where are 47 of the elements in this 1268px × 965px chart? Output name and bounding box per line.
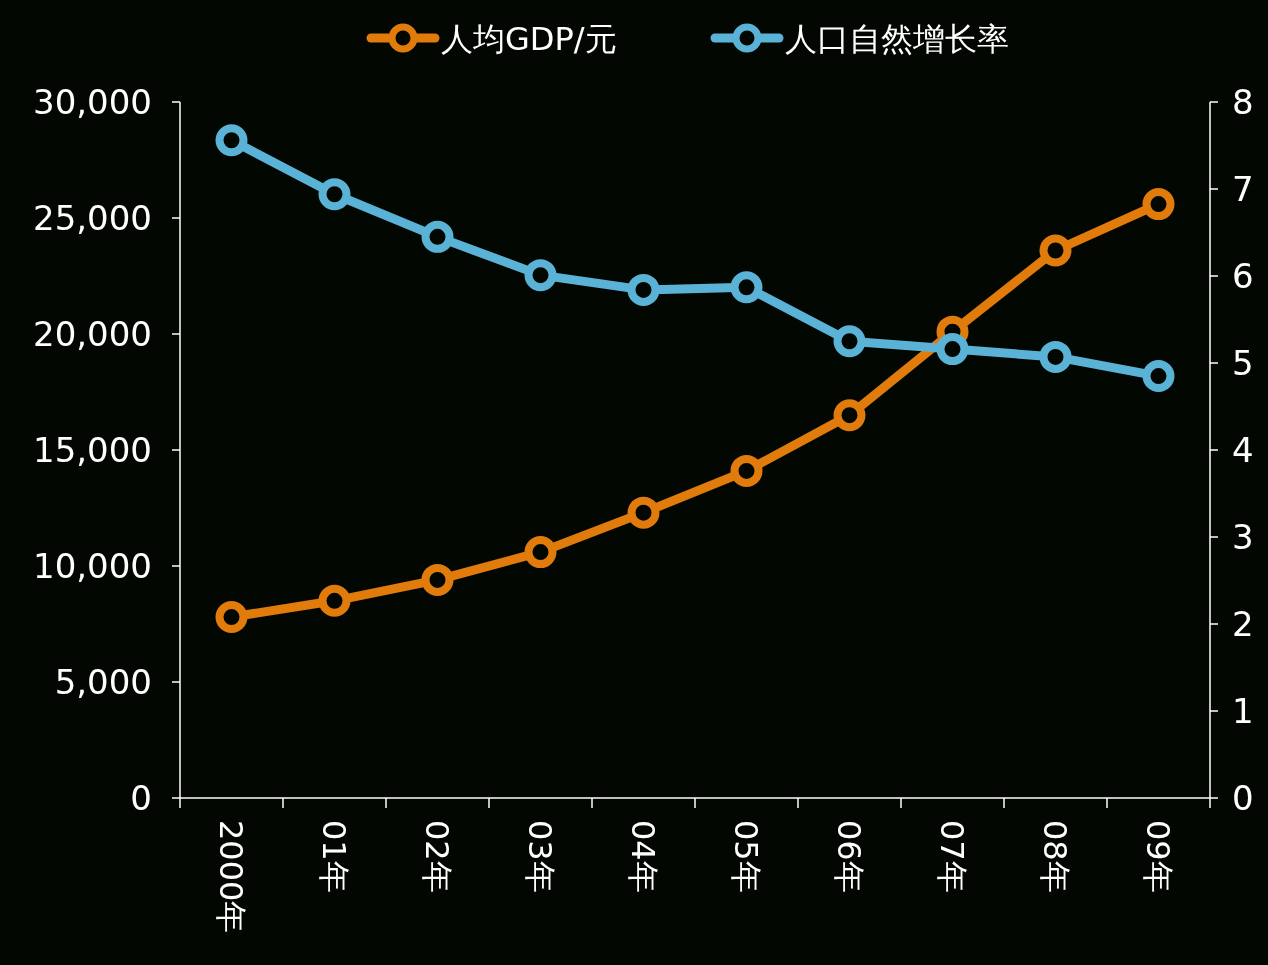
x-tick-label: 05年 <box>726 820 765 893</box>
point <box>1142 188 1175 221</box>
x-tick-label: 02年 <box>417 820 456 893</box>
x-tick-label: 09年 <box>1138 820 1177 893</box>
y-tick-label: 15,000 <box>33 430 152 470</box>
y-tick-label: 20,000 <box>33 314 152 354</box>
x-tick-label: 04年 <box>623 820 662 893</box>
point <box>524 259 557 292</box>
point <box>1039 234 1072 267</box>
x-tick-label: 06年 <box>829 820 868 893</box>
y2-tick-label: 4 <box>1232 430 1254 470</box>
legend-label: 人均GDP/元 <box>441 20 617 58</box>
x-tick-label: 08年 <box>1035 820 1074 893</box>
legend-label: 人口自然增长率 <box>785 20 1009 58</box>
point <box>833 399 866 432</box>
point <box>215 601 248 634</box>
y2-tick-label: 0 <box>1232 778 1254 818</box>
y2-tick-label: 1 <box>1232 691 1254 731</box>
point <box>318 584 351 617</box>
point <box>318 178 351 211</box>
point <box>1039 340 1072 373</box>
y-tick-label: 25,000 <box>33 198 152 238</box>
x-tick-label: 01年 <box>314 820 353 893</box>
y2-tick-label: 5 <box>1232 343 1254 383</box>
point <box>1142 360 1175 393</box>
point <box>936 333 969 366</box>
y2-tick-label: 7 <box>1232 169 1254 209</box>
point <box>730 454 763 487</box>
x-tick-label: 03年 <box>520 820 559 893</box>
y2-tick-label: 8 <box>1232 82 1254 122</box>
point <box>627 496 660 529</box>
x-tick-label: 07年 <box>932 820 971 893</box>
y-tick-label: 10,000 <box>33 546 152 586</box>
point <box>421 220 454 253</box>
point <box>421 563 454 596</box>
y-tick-label: 5,000 <box>54 662 152 702</box>
point <box>524 536 557 569</box>
point <box>730 271 763 304</box>
point <box>627 273 660 306</box>
y-tick-label: 0 <box>130 778 152 818</box>
point <box>833 325 866 358</box>
y-tick-label: 30,000 <box>33 82 152 122</box>
x-tick-label: 2000年 <box>211 820 250 934</box>
y2-tick-label: 2 <box>1232 604 1254 644</box>
y2-tick-label: 3 <box>1232 517 1254 557</box>
point <box>215 124 248 157</box>
y2-tick-label: 6 <box>1232 256 1254 296</box>
